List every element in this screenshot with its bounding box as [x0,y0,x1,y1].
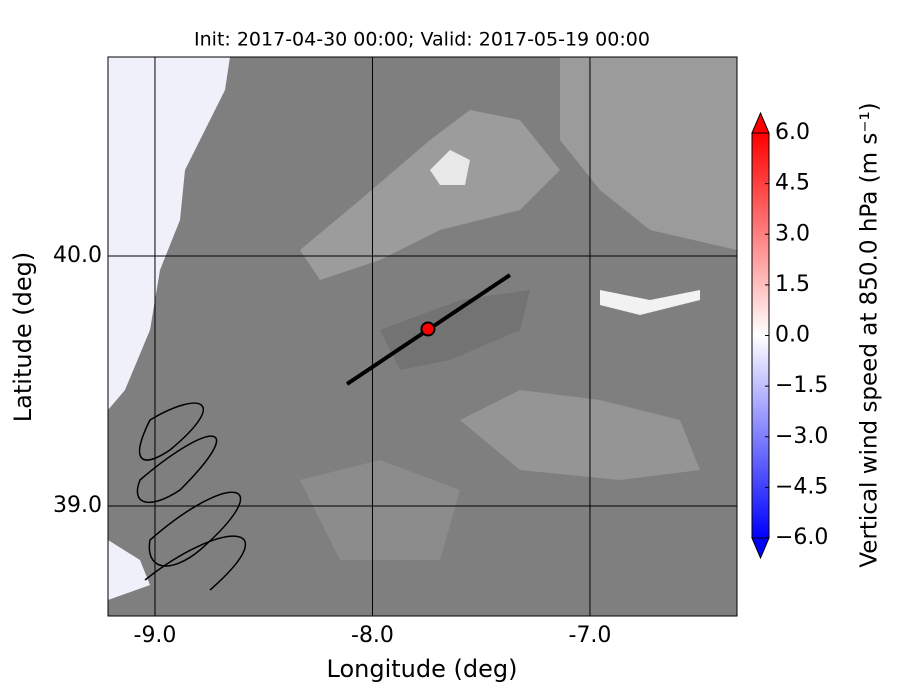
y-tick-label: 39.0 [53,493,102,518]
colorbar-tick-label: 3.0 [775,221,810,246]
x-tick-label: -7.0 [569,623,612,648]
plot-frame [107,56,738,617]
x-tick-label: -8.0 [351,623,394,648]
colorbar-tick-label: −6.0 [775,525,828,550]
colorbar-tick-label: 6.0 [775,120,810,145]
y-tick-label: 40.0 [53,243,102,268]
terrain [108,57,737,616]
x-tick-label: -9.0 [134,623,177,648]
location-point [420,321,436,337]
colorbar-tick-label: −1.5 [775,373,828,398]
colorbar-tick-label: 4.5 [775,171,810,196]
colorbar-tick-label: −4.5 [775,474,828,499]
colorbar-tick-label: −3.0 [775,424,828,449]
colorbar-tick-label: 0.0 [775,323,810,348]
chart-title: Init: 2017-04-30 00:00; Valid: 2017-05-1… [194,29,650,51]
colorbar-tick-label: 1.5 [775,272,810,297]
colorbar-extend-top [751,111,770,134]
colorbar-extend-bottom [751,537,770,560]
x-axis-label: Longitude (deg) [327,655,518,683]
y-axis-label: Latitude (deg) [9,252,37,422]
colorbar-label: Vertical wind speed at 850.0 hPa (m s⁻¹) [857,102,883,567]
